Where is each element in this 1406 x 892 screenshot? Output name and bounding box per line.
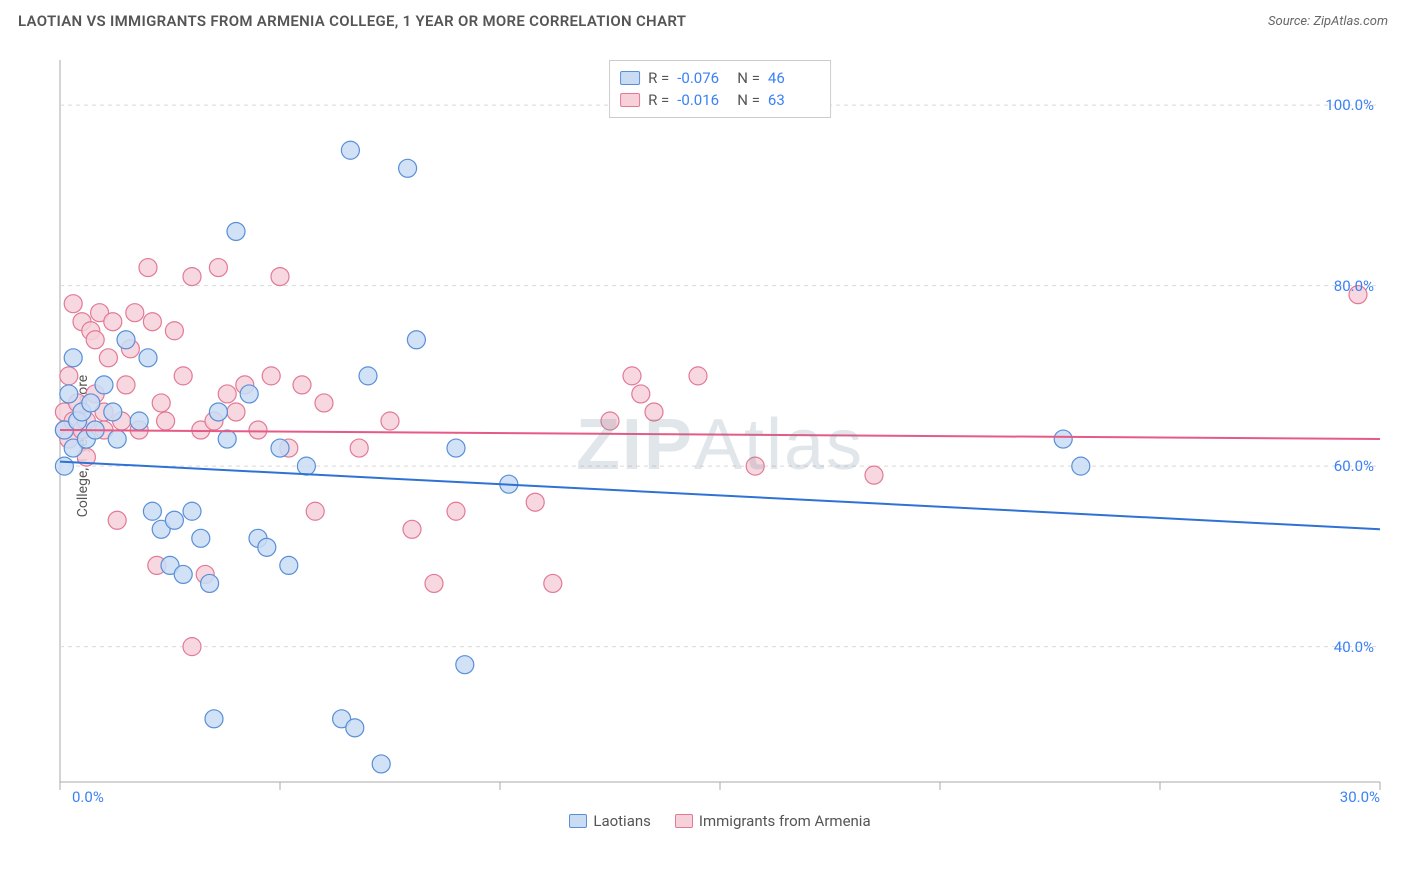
swatch-laotians-icon <box>620 71 640 85</box>
n-value-laotians: 46 <box>768 67 820 89</box>
r-label: R = <box>648 67 669 89</box>
y-tick-label: 100.0% <box>1325 96 1374 114</box>
swatch-armenia-icon <box>675 814 693 828</box>
chart-title: LAOTIAN VS IMMIGRANTS FROM ARMENIA COLLE… <box>18 12 686 30</box>
x-tick-label: 0.0% <box>72 788 104 806</box>
series-legend: Laotians Immigrants from Armenia <box>50 812 1390 830</box>
correlation-row-armenia: R = -0.016 N = 63 <box>620 89 820 111</box>
r-label: R = <box>648 89 669 111</box>
chart-header: LAOTIAN VS IMMIGRANTS FROM ARMENIA COLLE… <box>0 0 1406 38</box>
source-attribution: Source: ZipAtlas.com <box>1268 14 1388 29</box>
y-tick-label: 60.0% <box>1334 457 1374 475</box>
legend-label-armenia: Immigrants from Armenia <box>699 812 871 830</box>
plot-area: ZIPAtlas R = -0.076 N = 46 R = -0.016 N … <box>50 60 1390 830</box>
correlation-row-laotians: R = -0.076 N = 46 <box>620 67 820 89</box>
y-tick-label: 80.0% <box>1334 277 1374 295</box>
correlation-legend: R = -0.076 N = 46 R = -0.016 N = 63 <box>609 60 831 118</box>
n-label: N = <box>737 67 760 89</box>
legend-item-armenia: Immigrants from Armenia <box>675 812 871 830</box>
n-value-armenia: 63 <box>768 89 820 111</box>
source-link[interactable]: ZipAtlas.com <box>1313 14 1388 29</box>
r-value-laotians: -0.076 <box>677 67 729 89</box>
x-tick-label: 30.0% <box>1340 788 1380 806</box>
source-prefix: Source: <box>1268 14 1313 29</box>
swatch-armenia-icon <box>620 93 640 107</box>
n-label: N = <box>737 89 760 111</box>
swatch-laotians-icon <box>569 814 587 828</box>
r-value-armenia: -0.016 <box>677 89 729 111</box>
legend-label-laotians: Laotians <box>593 812 651 830</box>
legend-item-laotians: Laotians <box>569 812 651 830</box>
scatter-plot-svg <box>50 60 1390 830</box>
y-tick-label: 40.0% <box>1334 638 1374 656</box>
